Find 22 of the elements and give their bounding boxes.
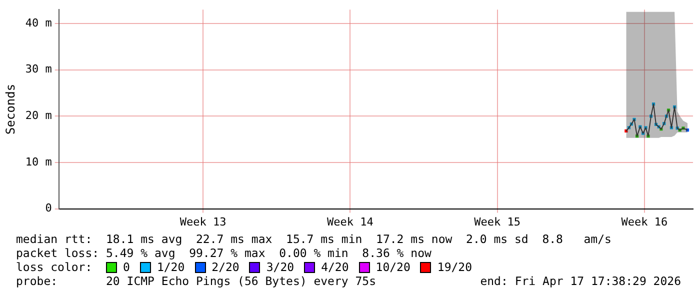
legend-label: 3/20 xyxy=(266,260,294,274)
y-tick-label: 10 m xyxy=(25,155,52,168)
legend-label: 0 xyxy=(123,260,130,274)
y-tick-label: 20 m xyxy=(25,109,52,122)
legend-title: loss color: xyxy=(16,260,94,274)
x-tick-label: Week 14 xyxy=(327,215,374,228)
legend-label: 19/20 xyxy=(437,260,472,274)
y-tick-label: 0 xyxy=(45,202,52,215)
x-tick-label: Week 15 xyxy=(474,215,520,228)
x-tick-label: Week 13 xyxy=(180,215,226,228)
legend-label: 4/20 xyxy=(321,260,349,274)
text: probe: 20 ICMP Echo Pings (56 Bytes) every 75s xyxy=(16,274,376,288)
y-tick-label: 30 m xyxy=(25,62,52,76)
x-tick-label: Week 16 xyxy=(621,215,668,228)
y-axis-title: Seconds xyxy=(3,84,18,134)
legend-label: 2/20 xyxy=(212,260,240,274)
legend-label: 1/20 xyxy=(156,260,185,274)
text: median rtt: 18.1 ms avg 22.7 ms max 15.7 ms min 17.2 ms now 2.0 ms sd 8.8 am/s xyxy=(16,232,612,246)
text: packet loss: 5.49 % avg 99.27 % max 0.00 % min 8.36 % now xyxy=(16,246,432,260)
text: end: Fri Apr 17 17:38:29 2026 xyxy=(480,274,681,288)
y-tick-label: 40 m xyxy=(25,16,52,30)
legend-label: 10/20 xyxy=(376,260,410,274)
